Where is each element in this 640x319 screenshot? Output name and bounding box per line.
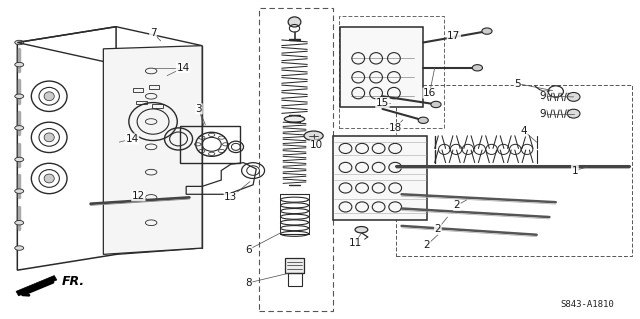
Ellipse shape [567,109,580,118]
Bar [396,85,632,256]
Ellipse shape [15,126,24,130]
Text: 2: 2 [424,240,430,250]
Bar [333,136,427,219]
Bar [340,27,423,107]
Bar [339,16,444,128]
Ellipse shape [288,17,301,27]
Text: 4: 4 [520,126,527,136]
Ellipse shape [355,226,368,233]
Text: 3: 3 [196,104,202,114]
Ellipse shape [418,117,428,123]
Ellipse shape [15,189,24,193]
Bar [149,85,159,89]
Bar [287,273,301,286]
Ellipse shape [44,174,54,183]
Bar [136,101,147,105]
Text: 9: 9 [540,109,547,119]
Polygon shape [103,46,202,254]
Text: 6: 6 [245,245,252,255]
Text: 16: 16 [423,88,436,98]
Ellipse shape [15,40,24,45]
Text: 2: 2 [454,200,460,210]
Text: 5: 5 [514,78,521,89]
Ellipse shape [15,246,24,250]
Text: 11: 11 [348,238,362,248]
Text: FR.: FR. [62,275,85,288]
Text: 18: 18 [388,123,402,133]
Bar [152,104,163,108]
Bar [180,126,241,163]
Ellipse shape [472,65,483,71]
Ellipse shape [567,93,580,101]
Ellipse shape [15,94,24,99]
Text: 1: 1 [572,166,578,175]
Text: 12: 12 [132,191,145,201]
Text: 15: 15 [376,98,389,108]
Text: 8: 8 [245,278,252,288]
Text: 14: 14 [177,63,189,73]
Text: 17: 17 [447,31,460,41]
Ellipse shape [304,131,323,141]
Ellipse shape [44,133,54,142]
Polygon shape [16,276,57,296]
Text: S843-A1810: S843-A1810 [561,300,614,309]
Ellipse shape [15,63,24,67]
Bar [259,8,333,311]
Text: 10: 10 [310,140,323,150]
Ellipse shape [284,116,305,122]
Ellipse shape [482,28,492,34]
Text: 9: 9 [540,91,547,101]
Text: 13: 13 [224,192,237,203]
Text: 7: 7 [150,28,156,38]
Ellipse shape [431,101,441,108]
Bar [285,257,304,273]
Text: 2: 2 [435,224,441,234]
Ellipse shape [15,220,24,225]
Text: 14: 14 [125,134,139,144]
Ellipse shape [44,92,54,101]
Bar [133,88,143,92]
Ellipse shape [15,157,24,162]
